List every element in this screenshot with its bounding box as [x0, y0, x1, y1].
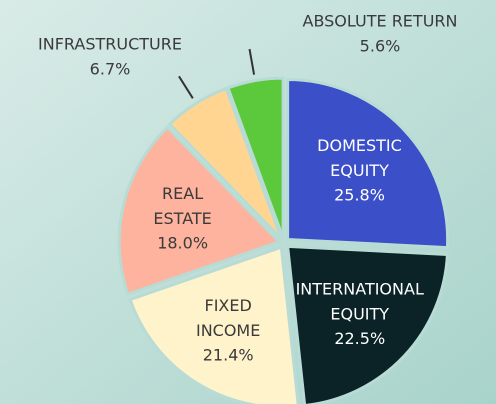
slice-value-label: 21.4%: [203, 345, 254, 364]
pie-slice: [285, 244, 450, 404]
slice-label: REAL ESTATE: [153, 183, 211, 227]
slice-value-label: 22.5%: [334, 329, 385, 348]
slice-value-label: 6.7%: [90, 60, 131, 79]
pie-slice: [226, 76, 285, 239]
pie-slice: [286, 78, 450, 250]
slice-label: ABSOLUTE RETURN: [303, 12, 458, 31]
leader-line: [248, 48, 256, 75]
leader-line: [178, 75, 194, 99]
slice-label: INFRASTRUCTURE: [38, 35, 182, 54]
slice-label: FIXED INCOME: [196, 295, 260, 339]
slice-value-label: 25.8%: [334, 186, 385, 205]
slice-label: DOMESTIC EQUITY: [317, 136, 402, 180]
slice-label: INTERNATIONAL EQUITY: [296, 279, 424, 323]
pie-slice: [167, 86, 283, 240]
pie-slice: [117, 125, 282, 297]
pie-slice: [128, 245, 300, 404]
slice-value-label: 5.6%: [360, 37, 401, 56]
slice-value-label: 18.0%: [157, 233, 208, 252]
